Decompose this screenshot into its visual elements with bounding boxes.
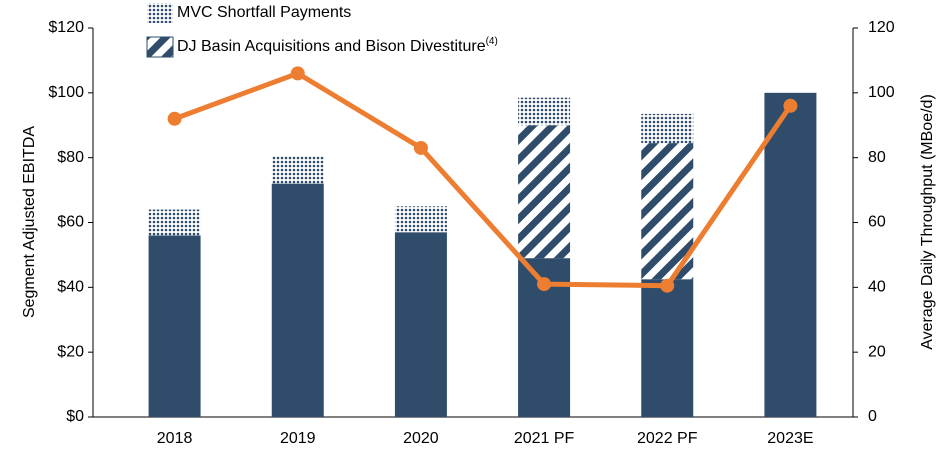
line-point	[537, 277, 552, 292]
legend-text: MVC Shortfall Payments	[177, 4, 351, 21]
y-tick-label: $20	[57, 343, 84, 360]
bar-segment	[394, 232, 447, 417]
legend-note: (4)	[486, 36, 498, 47]
y2-axis-title: Average Daily Throughput (MBoe/d)	[919, 94, 936, 350]
legend-swatch	[147, 3, 173, 23]
x-tick-label: 2021 PF	[514, 430, 575, 447]
legend-label: MVC Shortfall Payments	[177, 4, 351, 21]
y-tick-label: $0	[66, 408, 84, 425]
y2-tick-label: 40	[868, 279, 886, 296]
line-point	[167, 111, 182, 126]
bar-segment	[394, 206, 447, 233]
bar-segment	[148, 235, 201, 417]
line-point	[783, 98, 798, 113]
y2-tick-label: 0	[868, 408, 877, 425]
bar-segment	[641, 113, 694, 144]
bar-segment	[518, 97, 571, 126]
legend-swatch	[146, 36, 174, 58]
legend-label: DJ Basin Acquisitions and Bison Divestit…	[177, 36, 498, 56]
bar-segment	[148, 209, 201, 236]
y-tick-label: $120	[48, 19, 84, 36]
x-tick-label: 2020	[403, 430, 439, 447]
line-point	[660, 278, 675, 293]
bar-segment	[518, 125, 571, 259]
y-tick-label: $80	[57, 149, 84, 166]
x-tick-label: 2018	[157, 430, 193, 447]
bar-segment	[641, 279, 694, 417]
y2-tick-label: 60	[868, 214, 886, 231]
bar-segment	[271, 183, 324, 417]
y-tick-label: $40	[57, 279, 84, 296]
x-tick-label: 2019	[280, 430, 316, 447]
line-point	[413, 140, 428, 155]
x-tick-label: 2022 PF	[637, 430, 698, 447]
y2-tick-label: 20	[868, 343, 886, 360]
y-tick-label: $100	[48, 84, 84, 101]
bar-segment	[271, 156, 324, 184]
bar-segment	[764, 92, 817, 417]
y2-tick-label: 120	[868, 19, 895, 36]
legend-text: DJ Basin Acquisitions and Bison Divestit…	[177, 38, 486, 55]
x-tick-label: 2023E	[767, 430, 813, 447]
y-tick-label: $60	[57, 214, 84, 231]
y-axis-title: Segment Adjusted EBITDA	[21, 126, 38, 318]
line	[173, 70, 793, 289]
y2-tick-label: 100	[868, 84, 895, 101]
line-point	[290, 66, 305, 81]
y2-tick-label: 80	[868, 149, 886, 166]
